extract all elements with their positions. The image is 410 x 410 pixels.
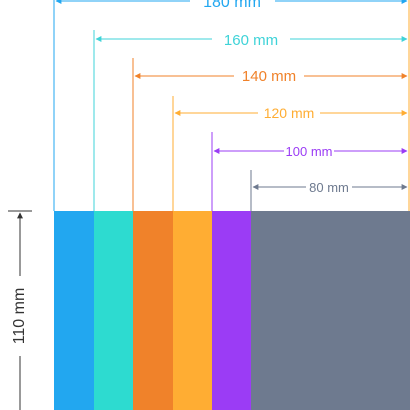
label-100: 100 mm <box>286 144 333 159</box>
panel-80 <box>251 211 410 410</box>
panel-140 <box>133 211 173 410</box>
label-120: 120 mm <box>264 105 315 121</box>
panel-180 <box>54 211 94 410</box>
label-180: 180 mm <box>203 0 261 11</box>
label-80: 80 mm <box>309 180 349 195</box>
panel-120 <box>173 211 212 410</box>
label-height: 110 mm <box>11 288 28 345</box>
panels <box>54 211 410 410</box>
dimension-labels: 180 mm 160 mm 140 mm 120 mm 100 mm 80 mm… <box>11 0 349 344</box>
extension-lines <box>53 0 410 211</box>
panel-160 <box>94 211 133 410</box>
label-160: 160 mm <box>224 32 278 49</box>
dimension-lines <box>8 0 408 410</box>
panel-100 <box>212 211 251 410</box>
label-140: 140 mm <box>242 68 296 85</box>
